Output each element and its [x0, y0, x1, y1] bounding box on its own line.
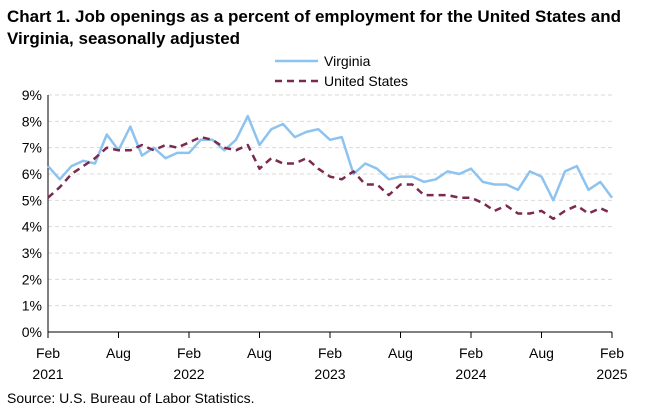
legend-label-united-states: United States	[324, 73, 408, 89]
y-tick-label: 5%	[22, 192, 42, 208]
y-tick-label: 7%	[22, 140, 42, 156]
x-tick-label-year: 2024	[455, 366, 486, 382]
grid-lines	[48, 94, 612, 307]
y-tick-label: 9%	[22, 87, 42, 103]
series-line-virginia	[47, 114, 614, 202]
x-tick-label-year: 2021	[32, 366, 63, 382]
legend-label-virginia: Virginia	[324, 53, 371, 69]
legend: Virginia United States	[275, 53, 408, 89]
x-tick-label-year: 2022	[173, 366, 204, 382]
x-tick-label-month: Feb	[36, 345, 60, 361]
y-tick-label: 4%	[22, 219, 42, 235]
x-tick-label-month: Aug	[529, 345, 554, 361]
x-tick-label-year: 2025	[596, 366, 627, 382]
axes: 0% 1% 2% 3% 4% 5% 6% 7% 8% 9% Feb 2021 Aug Feb 2022 Aug…	[22, 87, 628, 382]
x-tick-label-month: Feb	[318, 345, 342, 361]
series-line-united-states	[47, 135, 613, 221]
y-tick-label: 1%	[22, 298, 42, 314]
x-tick-label-month: Feb	[600, 345, 624, 361]
y-tick-label: 8%	[22, 113, 42, 129]
x-tick-label-month: Feb	[177, 345, 201, 361]
y-tick-label: 3%	[22, 245, 42, 261]
x-tick-label-month: Aug	[388, 345, 413, 361]
x-tick-label-month: Feb	[459, 345, 483, 361]
x-tick-label-year: 2023	[314, 366, 345, 382]
y-tick-label: 0%	[22, 324, 42, 340]
chart-title: Chart 1. Job openings as a percent of em…	[7, 7, 621, 48]
y-tick-label: 6%	[22, 166, 42, 182]
series-lines	[47, 114, 614, 221]
source-note: Source: U.S. Bureau of Labor Statistics.	[7, 390, 255, 406]
x-tick-label-month: Aug	[247, 345, 272, 361]
x-tick-label-month: Aug	[106, 345, 131, 361]
y-tick-label: 2%	[22, 271, 42, 287]
